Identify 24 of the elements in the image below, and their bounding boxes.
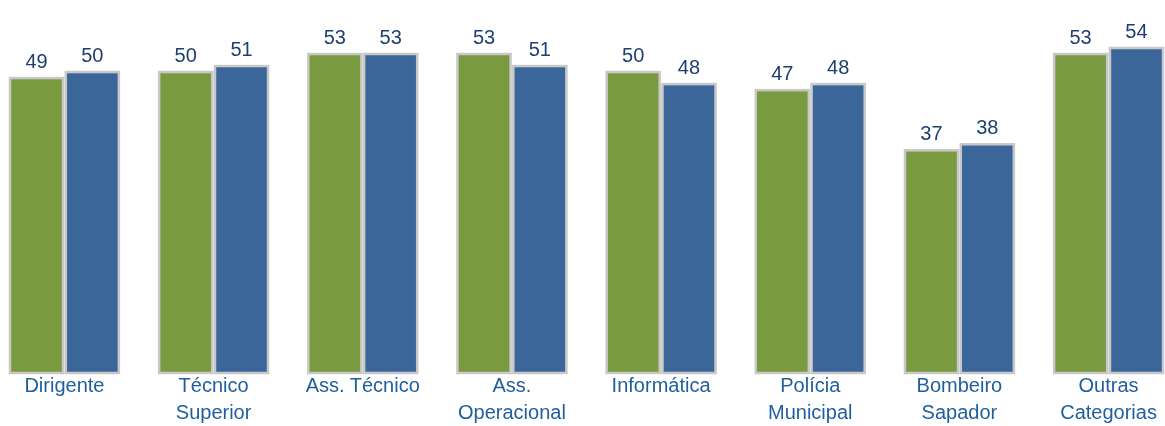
x-tick-label: Polícia Municipal xyxy=(768,374,853,423)
x-tick-label: Técnico Superior xyxy=(175,374,252,423)
data-label: 53 xyxy=(472,26,496,49)
data-label: 53 xyxy=(379,26,402,49)
data-label: 51 xyxy=(230,38,253,61)
data-label: 38 xyxy=(976,116,999,139)
data-label: 48 xyxy=(677,56,701,79)
data-label: 53 xyxy=(1069,26,1092,49)
data-label: 47 xyxy=(771,62,794,85)
x-tick-label: Bombeiro Sapador xyxy=(916,374,1003,423)
x-tick-label: Outras Categorias xyxy=(1060,374,1157,423)
data-label: 48 xyxy=(827,56,850,79)
data-label: 50 xyxy=(174,44,197,67)
data-label: 50 xyxy=(622,44,645,67)
x-tick-label: Dirigente xyxy=(24,374,105,396)
data-label: 50 xyxy=(81,44,104,67)
x-tick-label: Ass. Técnico xyxy=(305,374,420,396)
x-tick-label: Ass. Operacional xyxy=(458,374,566,423)
data-label: 53 xyxy=(323,26,346,49)
data-label: 51 xyxy=(528,38,551,61)
data-label: 54 xyxy=(1125,20,1148,42)
x-tick-label: Informática xyxy=(611,374,712,396)
data-label: 49 xyxy=(25,50,48,73)
data-label: 37 xyxy=(920,122,943,145)
